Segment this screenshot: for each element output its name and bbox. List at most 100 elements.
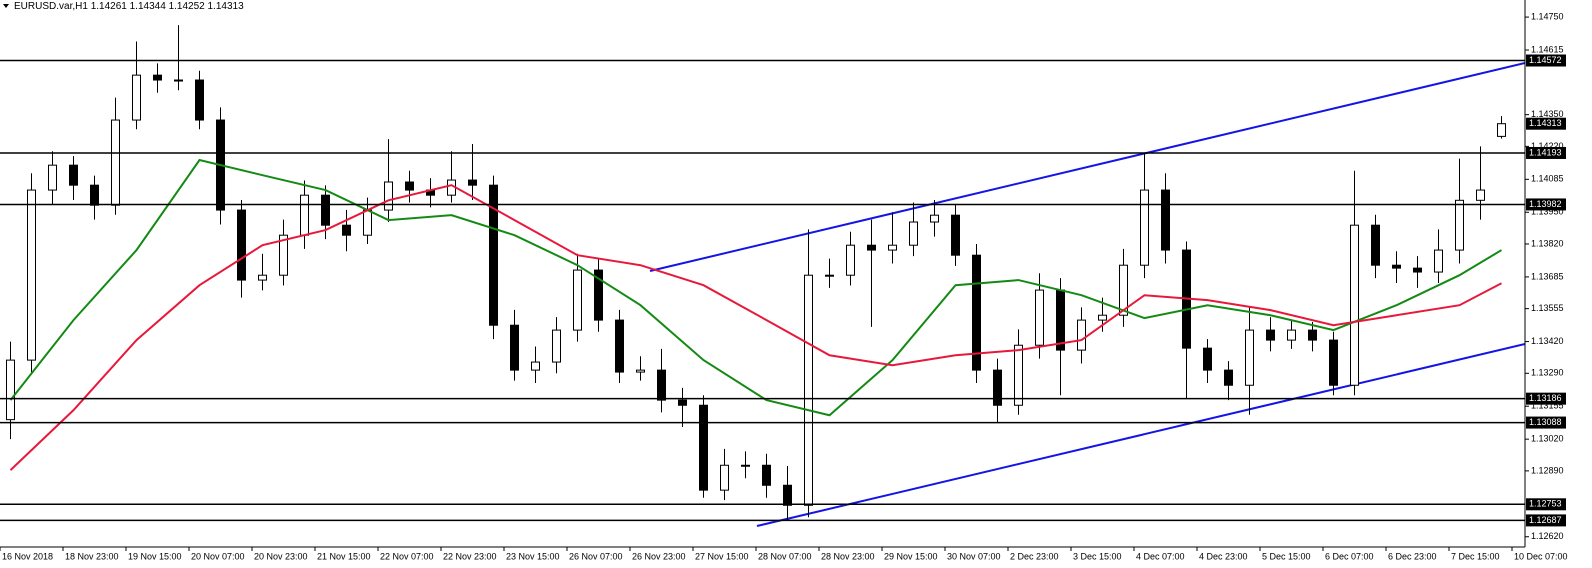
symbol: EURUSD.var,H1 (14, 1, 88, 12)
trend-line (756, 343, 1526, 527)
high-price: 1.14344 (130, 1, 167, 12)
level-label: 1.13186 (1529, 393, 1562, 403)
candle-body (300, 194, 309, 236)
x-tick-label: 28 Nov 07:00 (758, 551, 812, 561)
x-tick-label: 16 Nov 2018 (2, 551, 53, 561)
candle-body (741, 464, 750, 467)
candle-body (699, 404, 708, 491)
x-tick-label: 23 Nov 15:00 (506, 551, 560, 561)
candle-body (573, 269, 582, 331)
y-tick-label: 1.13155 (1531, 401, 1564, 411)
candle-body (48, 164, 57, 191)
y-tick-label: 1.13290 (1531, 368, 1564, 378)
candle-body (510, 324, 519, 371)
x-tick-label: 7 Dec 15:00 (1451, 551, 1500, 561)
candle-body (909, 221, 918, 246)
x-tick-label: 5 Dec 15:00 (1262, 551, 1311, 561)
y-tick-label: 1.14750 (1531, 11, 1564, 21)
candle-body (804, 274, 813, 506)
candle-body (1266, 329, 1275, 341)
candle-body (363, 209, 372, 236)
candle-body (237, 209, 246, 281)
candle-body (1350, 224, 1359, 386)
candle-body (1224, 369, 1233, 386)
x-tick-label: 20 Nov 23:00 (254, 551, 308, 561)
level-label: 1.14193 (1529, 147, 1562, 157)
candle-body (615, 319, 624, 373)
current-price-box (1526, 117, 1566, 130)
candle-body (1119, 264, 1128, 316)
y-tick-label: 1.12890 (1531, 465, 1564, 475)
moving-average (9, 184, 1502, 471)
candle-body (867, 244, 876, 251)
candle-body (1077, 319, 1086, 351)
x-tick-label: 29 Nov 15:00 (884, 551, 938, 561)
level-label: 1.14572 (1529, 55, 1562, 65)
y-tick-label: 1.13685 (1531, 271, 1564, 281)
level-label-box (1526, 416, 1566, 429)
level-label: 1.12687 (1529, 515, 1562, 525)
candle-body (111, 119, 120, 206)
candle-body (405, 181, 414, 191)
x-tick-label: 20 Nov 07:00 (191, 551, 245, 561)
x-tick-label: 3 Dec 15:00 (1073, 551, 1122, 561)
menu-arrow[interactable] (3, 4, 9, 8)
candle-body (1014, 344, 1023, 406)
level-label-box (1526, 54, 1566, 67)
candle-body (6, 359, 15, 421)
candle-body (762, 464, 771, 486)
x-tick-label: 22 Nov 07:00 (380, 551, 434, 561)
candle-body (321, 194, 330, 226)
candle-body (594, 269, 603, 321)
x-tick-label: 27 Nov 15:00 (695, 551, 749, 561)
y-tick-label: 1.13820 (1531, 238, 1564, 248)
level-label-box (1526, 198, 1566, 211)
candle-body (1308, 329, 1317, 341)
candle-body (825, 274, 834, 277)
y-tick-label: 1.13020 (1531, 434, 1564, 444)
x-tick-label: 28 Nov 23:00 (821, 551, 875, 561)
candle-body (132, 74, 141, 121)
candle-body (1056, 289, 1065, 351)
y-tick-label: 1.13555 (1531, 303, 1564, 313)
candle-body (1413, 267, 1422, 273)
level-label-box (1526, 392, 1566, 405)
candle-body (1245, 329, 1254, 386)
y-tick-label: 1.14615 (1531, 44, 1564, 54)
level-label-box (1526, 514, 1566, 527)
candle-body (972, 254, 981, 371)
y-tick-label: 1.14085 (1531, 174, 1564, 184)
candle-body (195, 79, 204, 121)
candle-body (90, 184, 99, 206)
candle-body (384, 181, 393, 211)
x-tick-label: 19 Nov 15:00 (128, 551, 182, 561)
candle-body (1287, 329, 1296, 341)
low-price: 1.14252 (169, 1, 206, 12)
candle-body (531, 361, 540, 371)
candle-body (69, 164, 78, 186)
candle-body (783, 484, 792, 506)
moving-average (9, 158, 1503, 417)
candle-body (720, 464, 729, 491)
open-price: 1.14261 (91, 1, 128, 12)
candle-body (1161, 189, 1170, 251)
x-tick-label: 4 Dec 23:00 (1199, 551, 1248, 561)
y-tick-label: 1.13420 (1531, 336, 1564, 346)
candle-body (279, 234, 288, 276)
chart-title: EURUSD.var,H1 1.14261 1.14344 1.14252 1.… (14, 1, 244, 12)
y-tick-label: 1.12620 (1531, 531, 1564, 541)
close-price: 1.14313 (208, 1, 245, 12)
level-label: 1.12753 (1529, 499, 1562, 509)
x-tick-label: 26 Nov 23:00 (632, 551, 686, 561)
level-label: 1.13088 (1529, 417, 1562, 427)
candle-body (1497, 123, 1506, 137)
candle-body (993, 369, 1002, 406)
x-tick-label: 2 Dec 23:00 (1010, 551, 1059, 561)
candle-body (27, 189, 36, 361)
candle-body (636, 369, 645, 373)
candle-body (678, 399, 687, 406)
candle-body (342, 224, 351, 236)
candle-body (846, 244, 855, 276)
